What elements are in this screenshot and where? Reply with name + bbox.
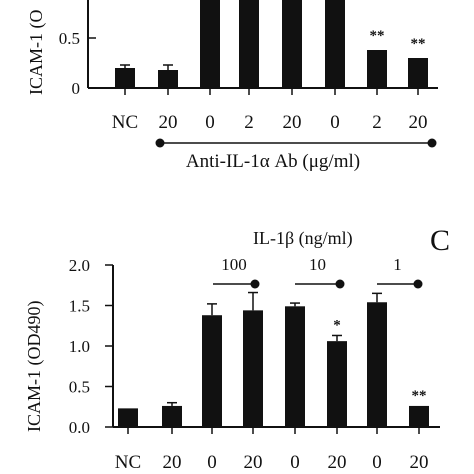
top-bar-7: [408, 58, 428, 88]
top-bar-6: [367, 50, 387, 88]
panel-c-bar-4: [285, 306, 305, 427]
panel-c-group-label-0: 100: [221, 255, 247, 274]
panel-c-bar-1: [162, 405, 182, 427]
top-x-tick-label-4: 20: [283, 112, 302, 133]
top-x-tick-label-6: 2: [372, 112, 382, 133]
top-y-tick-label-0: 0: [72, 79, 81, 98]
top-y-axis-label: ICAM-1 (O: [26, 10, 47, 96]
panel-c-y-tick-label-3: 0.5: [69, 378, 90, 397]
panel-c-x-tick-label-1: 20: [163, 452, 182, 473]
top-antibody-range-start-dot: [155, 138, 165, 148]
panel-c-y-tick-label-1: 1.5: [69, 297, 90, 316]
top-significance-mark-1: **: [411, 36, 426, 52]
panel-c-y-axis-label: ICAM-1 (OD490): [24, 301, 45, 432]
top-x-tick-label-1: 20: [159, 112, 178, 133]
panel-c-top-label: IL-1β (ng/ml): [253, 228, 353, 249]
panel-c-bar-3: [243, 310, 263, 427]
top-x-tick-label-5: 0: [330, 112, 340, 133]
top-x-axis-label: Anti-IL-1α Ab (μg/ml): [186, 151, 360, 172]
top-bar-0: [115, 68, 135, 88]
top-bar-4: [282, 0, 302, 88]
panel-c-x-tick-label-5: 20: [328, 452, 347, 473]
top-panel: ICAM-1 (O 0.5 0 NC 20 0 2 20 0 2 20 ** ** Anti-I…: [26, 0, 438, 172]
panel-c-group-dot-0: [250, 279, 260, 289]
top-x-tick-label-2: 0: [205, 112, 215, 133]
top-significance-mark-0: **: [370, 28, 385, 44]
panel-c-group-dot-2: [413, 279, 423, 289]
panel-c-bar-7: [409, 405, 429, 427]
panel-c-label: C: [430, 224, 450, 257]
top-bar-5: [325, 0, 345, 88]
top-bar-2: [200, 0, 220, 88]
top-antibody-range-end-dot: [427, 138, 437, 148]
top-x-tick-label-3: 2: [244, 112, 254, 133]
panel-c-group-dot-1: [335, 279, 345, 289]
panel-c-bar-6: [367, 302, 387, 427]
top-bar-1: [158, 70, 178, 88]
panel-c-bar-0: [118, 408, 138, 427]
panel-c-x-tick-label-0: NC: [115, 452, 141, 473]
panel-c-y-tick-label-0: 2.0: [69, 256, 90, 275]
panel-c-x-tick-label-7: 20: [410, 452, 429, 473]
top-y-tick-label-0.5: 0.5: [59, 29, 80, 48]
panel-c: C IL-1β (ng/ml) 100 10 1 ICAM-1 (OD490) 2.…: [24, 224, 450, 473]
panel-c-x-tick-label-4: 0: [290, 452, 300, 473]
panel-c-significance-mark-0: *: [333, 317, 341, 333]
panel-c-significance-mark-1: **: [412, 388, 427, 404]
panel-c-x-tick-label-3: 20: [244, 452, 263, 473]
panel-c-group-label-2: 1: [393, 255, 402, 274]
panel-c-bar-2: [202, 315, 222, 427]
top-x-tick-label-0: NC: [112, 112, 138, 133]
panel-c-x-tick-label-2: 0: [207, 452, 217, 473]
top-x-tick-label-7: 20: [409, 112, 428, 133]
panel-c-bar-5: [327, 341, 347, 427]
panel-c-group-label-1: 10: [309, 255, 326, 274]
panel-c-y-tick-label-4: 0.0: [69, 418, 90, 437]
top-bar-3: [239, 0, 259, 88]
panel-c-x-tick-label-6: 0: [372, 452, 382, 473]
panel-c-y-tick-label-2: 1.0: [69, 337, 90, 356]
